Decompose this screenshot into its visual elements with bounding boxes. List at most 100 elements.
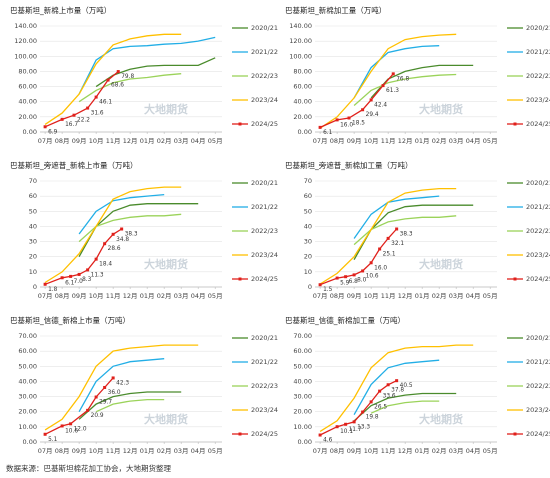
y-tick-label: 100.00 (289, 52, 312, 60)
data-label: 34.8 (116, 237, 129, 243)
legend-label: 2023/24 (526, 406, 550, 414)
y-tick-label: 0.00 (23, 438, 37, 446)
series-line (78, 73, 182, 103)
x-tick-label: 09月 (347, 447, 362, 455)
series-line (319, 33, 457, 129)
x-tick-label: 03月 (449, 137, 464, 145)
x-tick-label: 04月 (191, 137, 206, 145)
series-line (78, 193, 165, 235)
x-tick-label: 12月 (398, 292, 413, 300)
data-label: 25.1 (383, 251, 396, 257)
chart-title: 巴基斯坦_旁遮普_新棉上市量（万吨） (10, 160, 138, 170)
x-tick-label: 09月 (72, 292, 87, 300)
data-point (43, 432, 47, 436)
x-tick-label: 10月 (89, 292, 104, 300)
x-tick-label: 07月 (313, 447, 328, 455)
x-tick-label: 02月 (432, 137, 447, 145)
legend-label: 2020/21 (526, 179, 550, 187)
data-point (116, 70, 120, 74)
data-label: 6.8 (349, 279, 359, 285)
x-tick-label: 08月 (330, 447, 345, 455)
series-line (78, 391, 182, 420)
y-tick-label: 40.00 (293, 377, 312, 385)
x-tick-label: 10月 (364, 292, 379, 300)
y-tick-label: 40.00 (18, 377, 37, 385)
legend-marker (513, 122, 517, 126)
data-label: 18.4 (99, 262, 112, 268)
x-tick-label: 01月 (415, 447, 430, 455)
data-label: 16.7 (65, 122, 78, 128)
legend-label: 2022/23 (251, 227, 278, 235)
legend-label: 2020/21 (526, 334, 550, 342)
data-point (386, 236, 390, 240)
chart-title: 巴基斯坦_新棉加工量（万吨） (285, 5, 386, 15)
legend-label: 2022/23 (526, 72, 550, 80)
series-line (44, 344, 199, 431)
data-label: 10.6 (366, 273, 379, 279)
x-tick-label: 03月 (449, 292, 464, 300)
x-tick-label: 10月 (89, 447, 104, 455)
y-tick-label: 0.00 (23, 128, 37, 136)
legend-label: 2023/24 (526, 251, 550, 259)
legend-label: 2020/21 (251, 179, 278, 187)
data-point (86, 268, 90, 272)
x-tick-label: 02月 (157, 292, 172, 300)
x-tick-label: 09月 (72, 137, 87, 145)
data-point (335, 276, 339, 280)
data-label: 29.4 (366, 112, 379, 118)
series-line (319, 187, 457, 285)
data-label: 8.0 (357, 277, 367, 283)
data-label: 42.3 (116, 380, 129, 386)
data-label: 1.5 (323, 287, 333, 293)
data-label: 29.7 (99, 400, 112, 406)
x-tick-label: 04月 (466, 137, 481, 145)
y-tick-label: 70 (304, 177, 312, 185)
y-tick-label: 10 (29, 268, 37, 276)
data-label: 20.9 (91, 413, 104, 419)
x-tick-label: 09月 (72, 447, 87, 455)
legend-label: 2020/21 (251, 24, 278, 32)
data-label: 5.1 (48, 437, 58, 443)
y-tick-label: 20.00 (293, 113, 312, 121)
data-label: 22.2 (77, 118, 90, 124)
data-label: 1.8 (48, 287, 58, 293)
data-point (386, 383, 390, 387)
data-label: 13.3 (357, 424, 370, 430)
legend-label: 2024/25 (251, 120, 278, 128)
data-point (378, 389, 382, 393)
legend-label: 2021/22 (526, 48, 550, 56)
y-tick-label: 40.00 (18, 98, 37, 106)
chart: 巴基斯坦_新棉加工量（万吨） 0.00 20.00 40.00 60.00 80.00 10… (285, 5, 550, 145)
data-point (335, 118, 339, 122)
data-point (69, 274, 73, 278)
x-tick-label: 12月 (123, 447, 138, 455)
x-tick-label: 10月 (364, 447, 379, 455)
y-tick-label: 10 (304, 268, 312, 276)
x-tick-label: 04月 (191, 292, 206, 300)
data-label: 61.3 (386, 88, 399, 94)
x-tick-label: 03月 (174, 137, 189, 145)
data-label: 40.5 (400, 383, 413, 389)
chart: 巴基斯坦_信德_新棉加工量（万吨） 0.00 10.00 20.00 30.00 40.0… (285, 315, 550, 455)
y-tick-label: 70 (29, 177, 37, 185)
data-point (335, 425, 339, 429)
x-tick-label: 08月 (55, 137, 70, 145)
x-tick-label: 02月 (157, 447, 172, 455)
watermark: 大地期货 (419, 257, 463, 271)
series-line (78, 358, 165, 413)
data-label: 16.0 (374, 265, 387, 271)
x-tick-label: 05月 (208, 137, 223, 145)
y-tick-label: 10.00 (293, 423, 312, 431)
source-note: 数据来源：巴基斯坦棉花加工协会，大地期货整理 (6, 463, 171, 473)
watermark: 大地期货 (144, 102, 188, 116)
data-point (352, 273, 356, 277)
x-tick-label: 11月 (381, 292, 396, 300)
y-tick-label: 50 (29, 207, 37, 215)
data-point (361, 410, 365, 414)
legend-label: 2024/25 (526, 120, 550, 128)
x-tick-label: 05月 (208, 447, 223, 455)
y-tick-label: 50.00 (18, 362, 37, 370)
chart: 巴基斯坦_新棉上市量（万吨） 0.00 20.00 40.00 60.00 80.00 10… (10, 5, 278, 145)
x-tick-label: 10月 (89, 137, 104, 145)
data-point (352, 420, 356, 424)
